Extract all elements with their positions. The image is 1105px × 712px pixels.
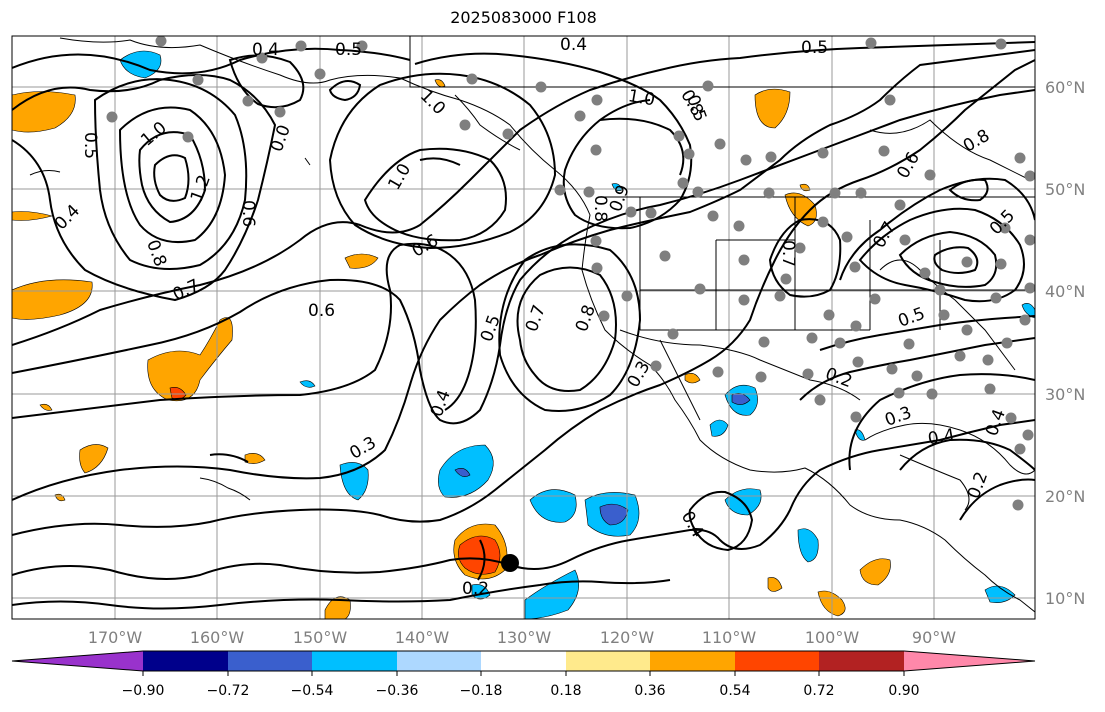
colorbar-segment bbox=[228, 651, 312, 671]
lon-label-130w: 130°W bbox=[497, 628, 552, 647]
colorbar-extend-low bbox=[12, 651, 143, 671]
colorbar-segment bbox=[143, 651, 228, 671]
longitude-labels: 170°W 160°W 150°W 140°W 130°W 120°W 110°… bbox=[88, 628, 956, 647]
contour-label: 0.7 bbox=[778, 240, 798, 267]
contours bbox=[12, 41, 1035, 610]
lat-label-60n: 60°N bbox=[1045, 78, 1085, 97]
contour-label: 0.5 bbox=[801, 38, 828, 58]
lon-label-140w: 140°W bbox=[395, 628, 450, 647]
colorbar-tick: −0.54 bbox=[291, 683, 334, 699]
lon-label-170w: 170°W bbox=[88, 628, 143, 647]
colorbar: −0.90 −0.72 −0.54 −0.36 −0.18 0.18 0.36 … bbox=[11, 650, 1036, 699]
lon-label-160w: 160°W bbox=[190, 628, 245, 647]
colorbar-tick: −0.72 bbox=[207, 683, 250, 699]
colorbar-tick: 0.18 bbox=[550, 683, 581, 699]
lon-label-90w: 90°W bbox=[912, 628, 956, 647]
contour-label: 0.6 bbox=[238, 200, 258, 227]
lon-label-120w: 120°W bbox=[600, 628, 655, 647]
lat-label-30n: 30°N bbox=[1045, 385, 1085, 404]
lon-label-150w: 150°W bbox=[293, 628, 348, 647]
colorbar-segment bbox=[650, 651, 735, 671]
lat-label-40n: 40°N bbox=[1045, 282, 1085, 301]
colorbar-tick: 0.54 bbox=[719, 683, 750, 699]
contour-label: 0.5 bbox=[335, 40, 362, 60]
latitude-labels: 60°N 50°N 40°N 30°N 20°N 10°N bbox=[1045, 78, 1085, 608]
colorbar-tick: 0.72 bbox=[803, 683, 834, 699]
contour-label: 0.4 bbox=[560, 35, 587, 55]
lat-label-50n: 50°N bbox=[1045, 180, 1085, 199]
colorbar-segment bbox=[481, 651, 566, 671]
lat-label-20n: 20°N bbox=[1045, 487, 1085, 506]
contour-label: 0.8 bbox=[590, 195, 610, 222]
colorbar-tick: −0.36 bbox=[376, 683, 419, 699]
coastlines bbox=[29, 36, 1035, 613]
contour-label: 0.2 bbox=[462, 579, 489, 599]
shaded-anomalies bbox=[12, 50, 1035, 619]
station-markers bbox=[106, 36, 1035, 511]
storm-center-marker bbox=[501, 554, 519, 572]
contour-label: 0.5 bbox=[80, 132, 100, 159]
contour-label: 0.4 bbox=[926, 425, 956, 449]
colorbar-tick: 0.36 bbox=[634, 683, 665, 699]
contour-label: 0.4 bbox=[252, 40, 279, 60]
contour-label: 1.0 bbox=[626, 86, 656, 110]
colorbar-tick: 0.90 bbox=[888, 683, 919, 699]
map-frame bbox=[11, 35, 1036, 620]
map-title: 2025083000 F108 bbox=[450, 8, 597, 27]
lon-label-100w: 100°W bbox=[805, 628, 860, 647]
lon-label-110w: 110°W bbox=[702, 628, 757, 647]
colorbar-tick: −0.18 bbox=[460, 683, 503, 699]
colorbar-segment bbox=[397, 651, 481, 671]
colorbar-extend-high bbox=[904, 651, 1035, 671]
colorbar-segment bbox=[819, 651, 904, 671]
colorbar-segment bbox=[312, 651, 397, 671]
contour-label: 0.6 bbox=[308, 301, 335, 321]
colorbar-tick: −0.90 bbox=[122, 683, 165, 699]
lat-label-10n: 10°N bbox=[1045, 589, 1085, 608]
colorbar-segment bbox=[735, 651, 819, 671]
colorbar-segment bbox=[566, 651, 650, 671]
